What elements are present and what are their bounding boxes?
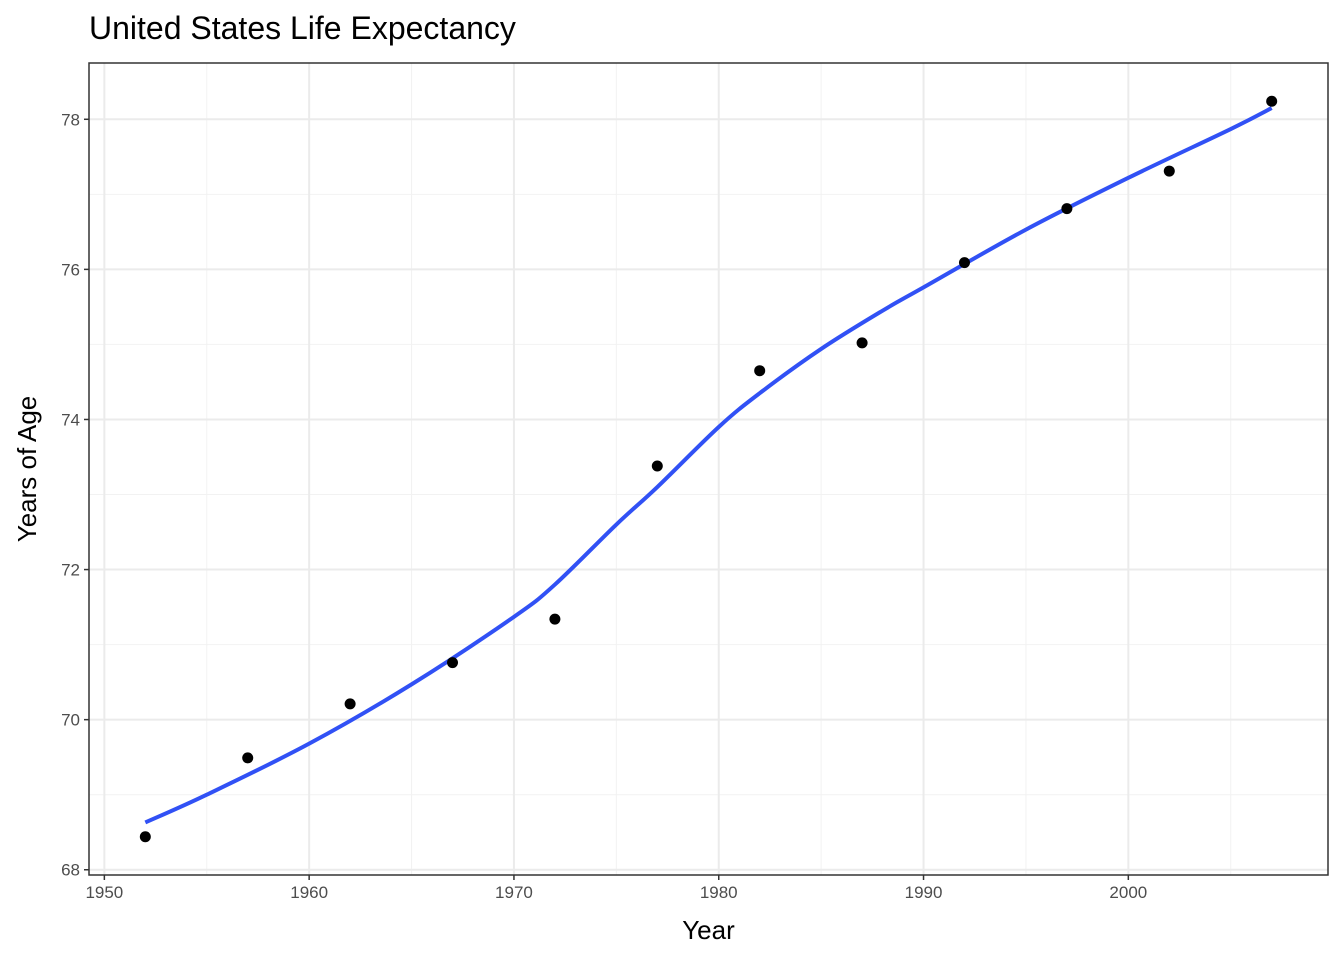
data-point [754,365,766,377]
x-axis-ticks: 1950 1960 1970 1980 1990 2000 [85,875,1147,902]
y-tick-label: 78 [61,110,80,129]
data-point [651,460,663,472]
data-point [344,698,356,710]
data-point [958,257,970,269]
y-tick-label: 72 [61,561,80,580]
y-axis-title: Years of Age [12,396,42,543]
x-tick-label: 2000 [1109,883,1147,902]
y-tick-label: 74 [61,410,80,429]
data-point [447,657,459,669]
x-axis-title: Year [682,915,735,945]
data-point [1163,165,1175,177]
x-tick-label: 1970 [495,883,533,902]
minor-gridlines [89,63,1328,875]
data-point [856,337,868,349]
smooth-trend-line [144,106,1273,825]
y-axis-ticks: 68 70 72 74 76 78 [61,110,89,880]
panel-border [88,62,1329,876]
data-point [1061,203,1073,215]
x-tick-label: 1960 [290,883,328,902]
chart-title: United States Life Expectancy [89,10,516,46]
x-tick-label: 1950 [85,883,123,902]
data-point [1266,95,1278,107]
y-tick-label: 68 [61,861,80,880]
x-tick-label: 1980 [700,883,738,902]
data-point [139,831,151,843]
y-tick-label: 76 [61,260,80,279]
y-tick-label: 70 [61,711,80,730]
x-tick-label: 1990 [905,883,943,902]
major-gridlines [89,63,1328,875]
data-point [242,752,254,764]
data-points [139,95,1278,843]
data-point [549,613,561,625]
